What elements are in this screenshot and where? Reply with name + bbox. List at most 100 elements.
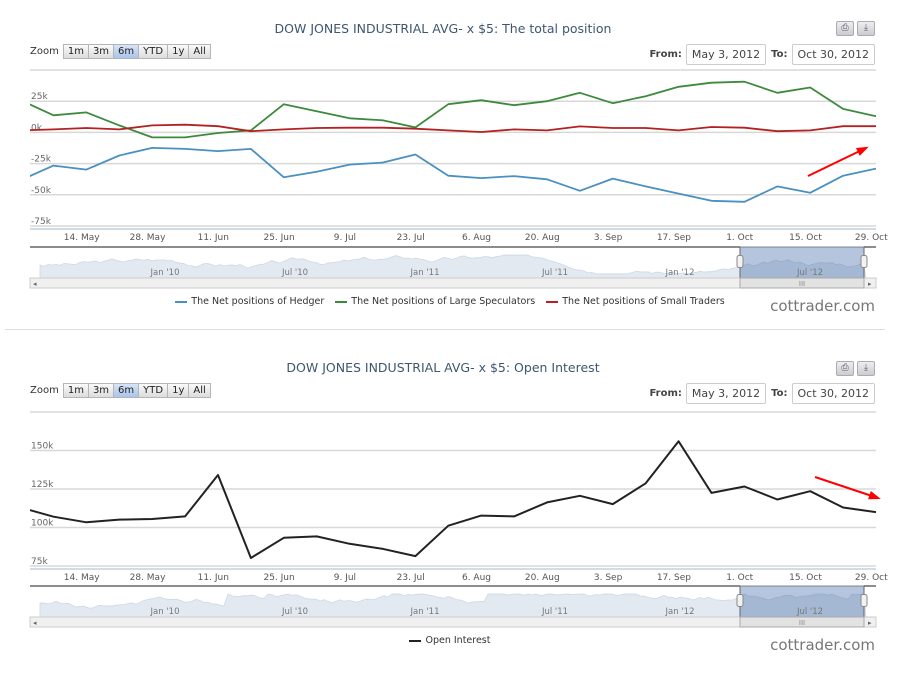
- data-point: [776, 185, 778, 187]
- x-tick-label: 6. Aug: [462, 573, 491, 583]
- navigator-label: Jul '12: [796, 268, 823, 278]
- y-tick-label: -25k: [31, 155, 52, 165]
- data-point: [711, 82, 713, 84]
- download-icon[interactable]: ⤓: [857, 361, 875, 376]
- data-point: [480, 177, 482, 179]
- data-point: [250, 557, 252, 559]
- navigator-selected-range: [740, 586, 864, 617]
- scroll-right-arrow-icon[interactable]: ▸: [868, 619, 872, 627]
- y-tick-label: 0k: [31, 123, 43, 133]
- data-point: [85, 127, 87, 129]
- zoom-selector: Zoom 1m 3m 6m YTD 1y All: [30, 383, 211, 398]
- scroll-left-arrow-icon[interactable]: ◂: [33, 280, 37, 288]
- scroll-right-arrow-icon[interactable]: ▸: [868, 280, 872, 288]
- data-point: [349, 164, 351, 166]
- data-point: [184, 515, 186, 517]
- zoom-all-button[interactable]: All: [188, 383, 211, 398]
- zoom-6m-button[interactable]: 6m: [113, 383, 140, 398]
- data-point: [842, 125, 844, 127]
- to-date-input[interactable]: Oct 30, 2012: [791, 44, 875, 65]
- zoom-3m-button[interactable]: 3m: [87, 44, 115, 59]
- scrollbar-track[interactable]: [29, 616, 877, 628]
- data-point: [151, 136, 153, 138]
- data-point: [382, 548, 384, 550]
- data-point: [447, 525, 449, 527]
- legend-label: Open Interest: [425, 635, 491, 646]
- x-tick-label: 9. Jul: [334, 573, 356, 583]
- data-point: [349, 117, 351, 119]
- print-icon[interactable]: ⎙: [836, 361, 854, 376]
- data-point: [118, 124, 120, 126]
- x-tick-label: 20. Aug: [525, 573, 560, 583]
- to-date-input[interactable]: Oct 30, 2012: [791, 383, 875, 404]
- data-point: [776, 498, 778, 500]
- export-buttons: ⎙ ⤓: [836, 21, 875, 36]
- data-point: [382, 127, 384, 129]
- data-point: [678, 193, 680, 195]
- plot-area: 150k 125k 100k 75k 14. May 28. May 11. Jun 25. …: [29, 411, 888, 628]
- navigator-label: Jan '10: [150, 607, 180, 617]
- data-point: [53, 516, 55, 518]
- data-point: [678, 86, 680, 88]
- data-point: [283, 103, 285, 105]
- navigator-label: Jul '12: [796, 607, 823, 617]
- data-point: [414, 128, 416, 130]
- legend-label: The Net positions of Large Speculators: [351, 296, 536, 307]
- scrollbar-track[interactable]: [29, 277, 877, 289]
- data-point: [645, 95, 647, 97]
- to-label: To:: [771, 49, 788, 60]
- data-point: [612, 102, 614, 104]
- scrollbar-thumb[interactable]: [739, 616, 865, 628]
- from-label: From:: [649, 49, 682, 60]
- data-point: [875, 168, 877, 170]
- x-tick-label: 1. Oct: [726, 233, 753, 243]
- data-point: [579, 190, 581, 192]
- data-point: [546, 129, 548, 131]
- data-point: [612, 503, 614, 505]
- data-point: [151, 518, 153, 520]
- download-icon[interactable]: ⤓: [857, 21, 875, 36]
- y-tick-label: 125k: [31, 480, 54, 490]
- print-icon[interactable]: ⎙: [836, 21, 854, 36]
- scroll-left-arrow-icon[interactable]: ◂: [33, 619, 37, 627]
- navigator-handle[interactable]: [736, 594, 744, 607]
- navigator-handle[interactable]: [736, 255, 744, 268]
- legend-item-small-traders[interactable]: The Net positions of Small Traders: [546, 296, 725, 307]
- navigator-handle[interactable]: [860, 594, 868, 607]
- data-point: [414, 153, 416, 155]
- x-tick-label: 14. May: [64, 573, 100, 583]
- data-point: [645, 127, 647, 129]
- navigator-handle[interactable]: [860, 255, 868, 268]
- data-point: [513, 128, 515, 130]
- zoom-1m-button[interactable]: 1m: [62, 44, 89, 59]
- data-point: [184, 124, 186, 126]
- scrollbar-thumb[interactable]: [739, 277, 865, 289]
- navigator-series-area: [39, 254, 867, 279]
- from-date-input[interactable]: May 3, 2012: [685, 383, 767, 404]
- x-tick-label: 9. Jul: [334, 233, 356, 243]
- navigator-label: Jul '10: [281, 268, 308, 278]
- x-tick-label: 14. May: [64, 233, 100, 243]
- data-point: [612, 178, 614, 180]
- data-point: [382, 162, 384, 164]
- data-point: [776, 92, 778, 94]
- legend-item-large-speculators[interactable]: The Net positions of Large Speculators: [335, 296, 535, 307]
- zoom-all-button[interactable]: All: [188, 44, 211, 59]
- zoom-ytd-button[interactable]: YTD: [138, 44, 169, 59]
- data-point: [217, 125, 219, 127]
- navigator-label: Jul '10: [281, 607, 308, 617]
- x-tick-label: 20. Aug: [525, 233, 560, 243]
- data-point: [842, 175, 844, 177]
- data-point: [85, 521, 87, 523]
- y-tick-label: 75k: [31, 557, 48, 567]
- legend-item-open-interest[interactable]: Open Interest: [409, 635, 491, 646]
- arrow-head-icon: [868, 491, 881, 500]
- data-point: [480, 99, 482, 101]
- from-date-input[interactable]: May 3, 2012: [685, 44, 767, 65]
- series-line-0: [30, 440, 876, 559]
- data-point: [250, 130, 252, 132]
- y-tick-label: 150k: [31, 442, 54, 452]
- legend-item-hedger[interactable]: The Net positions of Hedger: [175, 296, 324, 307]
- chart-title: DOW JONES INDUSTRIAL AVG- x $5: The tota…: [274, 21, 612, 36]
- annotation-arrow: [807, 147, 867, 177]
